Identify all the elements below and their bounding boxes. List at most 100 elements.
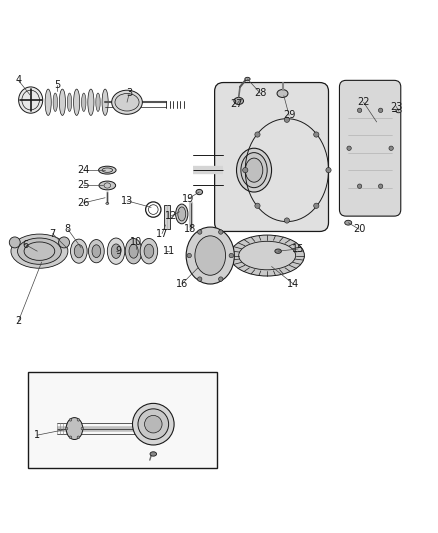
Circle shape <box>77 418 80 421</box>
Circle shape <box>255 203 260 208</box>
FancyBboxPatch shape <box>339 80 401 216</box>
Text: 6: 6 <box>22 240 28 249</box>
Ellipse shape <box>60 89 66 115</box>
Circle shape <box>65 427 68 430</box>
Ellipse shape <box>74 89 80 115</box>
Text: 22: 22 <box>357 97 370 107</box>
Ellipse shape <box>241 152 267 188</box>
Ellipse shape <box>237 148 272 192</box>
Circle shape <box>229 253 233 258</box>
Text: 10: 10 <box>130 237 142 247</box>
Text: 7: 7 <box>49 229 56 239</box>
Ellipse shape <box>24 242 55 260</box>
Ellipse shape <box>99 166 116 174</box>
Ellipse shape <box>107 238 125 264</box>
Ellipse shape <box>196 189 203 195</box>
Ellipse shape <box>18 87 43 113</box>
Ellipse shape <box>11 234 68 268</box>
Ellipse shape <box>275 249 281 253</box>
Circle shape <box>357 108 362 112</box>
Ellipse shape <box>59 237 70 248</box>
Circle shape <box>69 436 72 439</box>
Ellipse shape <box>92 245 101 257</box>
Text: 1: 1 <box>34 430 40 440</box>
Ellipse shape <box>144 244 154 258</box>
Ellipse shape <box>66 418 83 440</box>
Text: 23: 23 <box>390 102 403 111</box>
Ellipse shape <box>125 238 142 264</box>
Circle shape <box>357 184 362 188</box>
Text: 17: 17 <box>156 229 168 239</box>
Ellipse shape <box>129 244 138 258</box>
Text: 16: 16 <box>176 279 188 289</box>
Text: 18: 18 <box>184 224 197 235</box>
Circle shape <box>314 203 319 208</box>
Ellipse shape <box>178 207 186 221</box>
Circle shape <box>255 132 260 137</box>
Circle shape <box>69 418 72 421</box>
FancyBboxPatch shape <box>215 83 328 231</box>
Circle shape <box>389 146 393 150</box>
Text: 13: 13 <box>121 196 133 206</box>
Ellipse shape <box>150 452 156 456</box>
Ellipse shape <box>112 90 142 114</box>
Text: 4: 4 <box>15 75 21 85</box>
Text: 3: 3 <box>126 88 132 99</box>
Ellipse shape <box>9 237 20 248</box>
Circle shape <box>378 108 383 112</box>
Text: 19: 19 <box>182 193 194 204</box>
Circle shape <box>284 117 290 123</box>
Ellipse shape <box>81 93 86 111</box>
Ellipse shape <box>138 409 169 440</box>
Text: 20: 20 <box>353 224 365 235</box>
Text: 26: 26 <box>77 198 89 208</box>
Text: 27: 27 <box>230 100 243 109</box>
Circle shape <box>198 230 202 234</box>
Bar <box>28 372 217 468</box>
Circle shape <box>219 277 223 281</box>
Ellipse shape <box>245 77 250 81</box>
Ellipse shape <box>195 236 226 275</box>
Ellipse shape <box>396 109 401 113</box>
Text: 2: 2 <box>15 316 21 326</box>
Circle shape <box>219 230 223 234</box>
Ellipse shape <box>99 181 116 190</box>
Text: 8: 8 <box>65 224 71 235</box>
Circle shape <box>198 277 202 281</box>
Circle shape <box>314 132 319 137</box>
Text: 11: 11 <box>162 246 175 256</box>
Text: 28: 28 <box>254 88 267 99</box>
Text: 24: 24 <box>77 165 89 175</box>
Ellipse shape <box>186 227 234 284</box>
Ellipse shape <box>145 415 162 433</box>
Ellipse shape <box>277 90 288 98</box>
Ellipse shape <box>140 238 158 264</box>
Ellipse shape <box>176 204 188 224</box>
Ellipse shape <box>111 244 121 259</box>
Ellipse shape <box>239 241 296 270</box>
Ellipse shape <box>132 403 174 445</box>
Ellipse shape <box>245 158 263 182</box>
Ellipse shape <box>102 89 108 115</box>
Ellipse shape <box>230 235 304 276</box>
Circle shape <box>77 436 80 439</box>
Ellipse shape <box>53 93 57 111</box>
Circle shape <box>326 167 331 173</box>
Ellipse shape <box>88 89 94 115</box>
Text: 12: 12 <box>165 211 177 221</box>
Text: 5: 5 <box>54 80 60 90</box>
Ellipse shape <box>67 93 72 111</box>
Ellipse shape <box>115 93 139 111</box>
Ellipse shape <box>234 98 244 104</box>
Ellipse shape <box>106 203 109 204</box>
Ellipse shape <box>18 238 61 264</box>
Ellipse shape <box>88 239 104 263</box>
Circle shape <box>284 218 290 223</box>
Circle shape <box>378 184 383 188</box>
Text: 29: 29 <box>283 110 295 120</box>
Ellipse shape <box>96 93 100 111</box>
Text: 25: 25 <box>77 181 89 190</box>
Text: 9: 9 <box>115 246 121 256</box>
Circle shape <box>187 253 191 258</box>
Ellipse shape <box>45 89 51 115</box>
